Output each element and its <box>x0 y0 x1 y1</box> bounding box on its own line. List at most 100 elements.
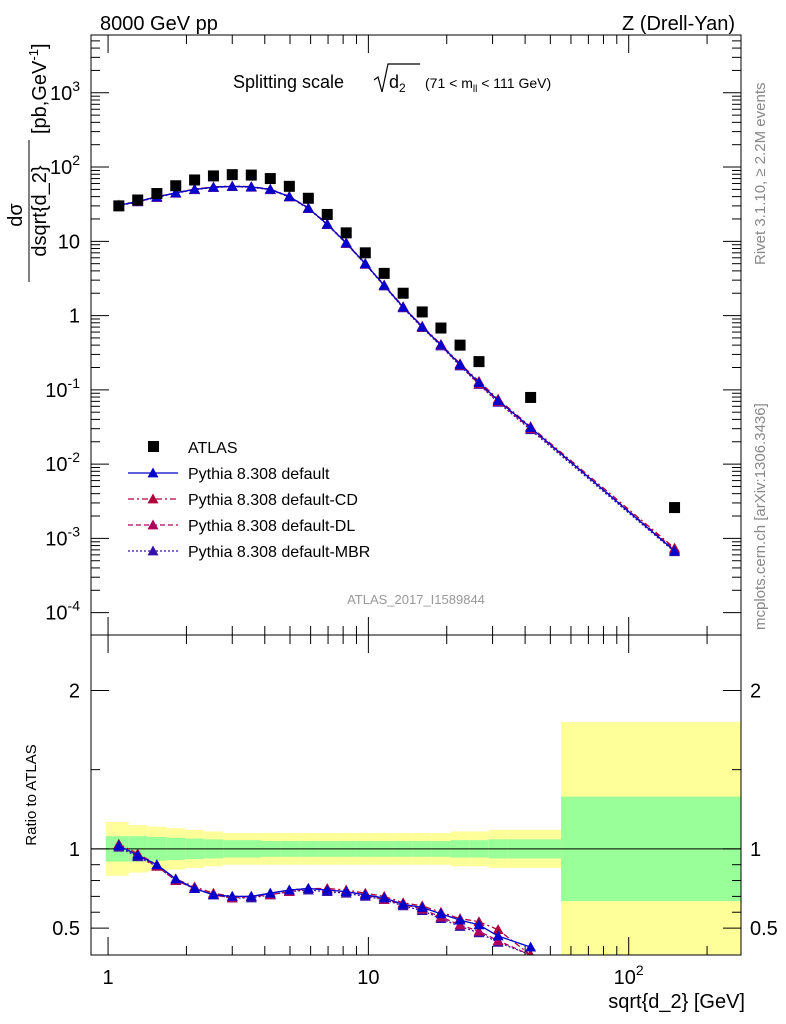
legend-label: Pythia 8.308 default <box>188 466 330 483</box>
atlas-data-point <box>207 170 219 182</box>
ratio-point-1 <box>416 901 428 912</box>
series-point-1 <box>397 301 409 312</box>
ratio-line-4 <box>118 846 531 955</box>
ratio-point-1 <box>207 889 219 900</box>
legend-marker <box>147 545 159 556</box>
x-axis-label: sqrt{d_2} [GeV] <box>608 991 745 1013</box>
series-point-1 <box>669 545 681 556</box>
ratio-y-tick-label: 1 <box>69 839 80 861</box>
ratio-point-1 <box>226 890 238 901</box>
plot-title: Splitting scale <box>233 72 344 92</box>
ratio-point-1 <box>264 887 276 898</box>
ratio-point-1 <box>397 898 409 909</box>
ratio-point-1 <box>113 840 125 851</box>
series-point-1 <box>207 181 219 192</box>
y-tick-exponent: -2 <box>68 449 81 465</box>
ratio-y-tick-label: 0.5 <box>52 918 80 940</box>
ratio-point-1 <box>435 908 447 919</box>
energy-label: 8000 GeV pp <box>100 13 218 35</box>
y-tick-label: 102 <box>50 152 80 179</box>
ratio-x-ticks <box>107 635 708 955</box>
legend-label: Pythia 8.308 default-CD <box>188 492 358 509</box>
atlas-data-point <box>669 502 681 514</box>
atlas-data-point <box>264 173 276 185</box>
legend-marker <box>147 519 159 530</box>
ratio-point-1 <box>283 884 295 895</box>
atlas-data-point <box>283 180 295 192</box>
ratio-y-tick-label-right: 1 <box>750 839 761 861</box>
atlas-data-point <box>397 287 409 299</box>
series-point-1 <box>283 191 295 202</box>
series-point-1 <box>245 181 257 192</box>
ratio-y-tick-label-right: 2 <box>750 680 761 702</box>
atlas-data-point <box>151 188 163 200</box>
ratio-line-1 <box>118 845 531 948</box>
y-tick-exponent: 3 <box>72 78 80 94</box>
x-tick-base: 10 <box>614 967 636 989</box>
ylabel-units-end: ] <box>29 43 51 49</box>
x-tick-base: 10 <box>357 967 379 989</box>
ratio-point-1 <box>245 890 257 901</box>
y-tick-base: 10 <box>45 454 67 476</box>
legend-marker <box>147 493 159 504</box>
sqrt-symbol <box>373 63 420 93</box>
atlas-data-point <box>378 267 390 279</box>
y-tick-label: 103 <box>50 78 80 105</box>
atlas-data-point <box>435 322 447 334</box>
process-label: Z (Drell-Yan) <box>622 13 735 35</box>
atlas-data-point <box>473 356 485 368</box>
mass-cut-sub: ll <box>473 84 477 95</box>
ratio-point-1 <box>525 941 537 952</box>
ratio-point-3 <box>473 925 485 936</box>
series-point-1 <box>416 321 428 332</box>
series-point-1 <box>454 358 466 369</box>
legend-marker-atlas <box>148 441 159 452</box>
atlas-data-point <box>321 208 333 220</box>
series-point-1 <box>264 183 276 194</box>
ratio-point-1 <box>302 882 314 893</box>
y-tick-label: 10 <box>58 231 80 253</box>
main-x-ticks <box>107 35 708 635</box>
atlas-data-point <box>245 169 257 181</box>
ratio-y-label: Ratio to ATLAS <box>23 744 40 845</box>
ratio-frame <box>90 634 742 956</box>
atlas-data-point <box>454 339 466 351</box>
series-point-1 <box>189 183 201 194</box>
series-point-1 <box>170 187 182 198</box>
atlas-data-point <box>359 247 371 259</box>
atlas-data-point <box>170 180 182 192</box>
ratio-point-1 <box>151 859 163 870</box>
mass-cut-label: (71 < mll < 111 GeV) <box>425 75 551 95</box>
atlas-data-point <box>416 306 428 318</box>
legend: ATLAS Pythia 8.308 default Pythia 8.308 de… <box>128 440 370 561</box>
atlas-data-point <box>226 169 238 181</box>
ratio-point-2 <box>527 949 534 955</box>
y-tick-label: 10-3 <box>45 523 80 550</box>
series-point-1 <box>492 394 504 405</box>
ratio-point-1 <box>170 873 182 884</box>
atlas-data-point <box>302 192 314 204</box>
y-tick-exponent: -3 <box>68 523 81 539</box>
series-point-1 <box>340 237 352 248</box>
ratio-point-1 <box>473 919 485 930</box>
rivet-label: Rivet 3.1.10, ≥ 2.2M events <box>752 83 769 266</box>
y-tick-base: 1 <box>69 306 80 328</box>
ratio-point-1 <box>359 889 371 900</box>
x-tick-base: 1 <box>102 967 113 989</box>
main-y-label: dσ dsqrt{d_2} [pb,GeV-1] <box>5 43 51 282</box>
y-tick-exponent: -4 <box>68 598 81 614</box>
ylabel-units-main: [pb,GeV <box>29 60 51 134</box>
mass-cut-start: (71 < m <box>425 75 473 91</box>
series-point-1 <box>378 279 390 290</box>
atlas-data-point <box>525 391 537 403</box>
x-tick-label: 10 <box>357 967 379 989</box>
ratio-point-1 <box>454 914 466 925</box>
y-tick-label: 1 <box>69 306 80 328</box>
ylabel-units: [pb,GeV-1] <box>26 43 51 134</box>
series-point-1 <box>359 258 371 269</box>
ratio-y-tick-label: 2 <box>69 680 80 702</box>
legend-label: Pythia 8.308 default-MBR <box>188 544 370 561</box>
sqrt-argument: d2 <box>389 72 406 95</box>
